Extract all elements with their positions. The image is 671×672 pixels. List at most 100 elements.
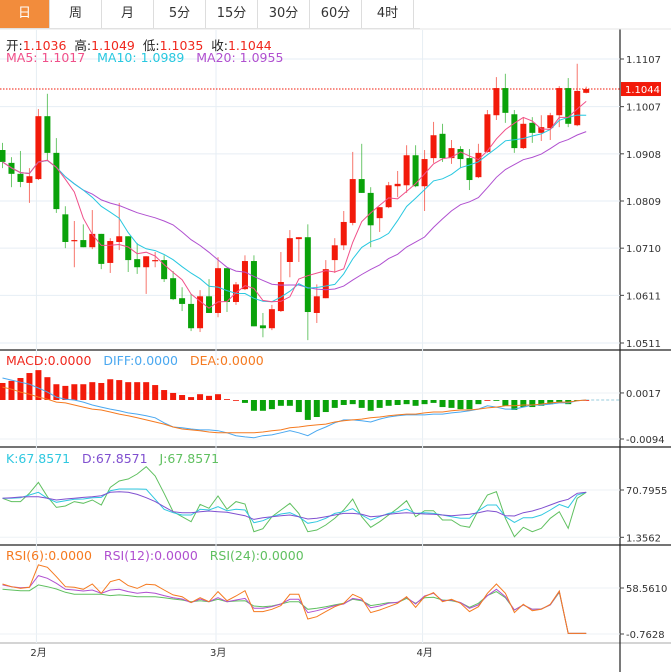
macd-bar xyxy=(170,392,177,400)
rsi12-value: RSI(12):0.0000 xyxy=(103,548,198,563)
macd-bar xyxy=(313,400,320,418)
macd-bar xyxy=(439,400,446,408)
macd-bar xyxy=(179,395,186,400)
candle-body xyxy=(0,150,6,162)
macd-bar xyxy=(358,400,365,408)
candle-body xyxy=(556,88,563,116)
macd-bar xyxy=(511,400,518,410)
macd-bar xyxy=(26,373,33,400)
candle-body xyxy=(475,152,482,178)
candle-body xyxy=(197,296,204,329)
open-value: 1.1036 xyxy=(22,38,67,53)
candle-body xyxy=(457,149,464,160)
candle-body xyxy=(367,192,374,226)
tab-month[interactable]: 月 xyxy=(102,0,154,28)
candle-body xyxy=(71,240,78,242)
rsi6-value: RSI(6):0.0000 xyxy=(6,548,92,563)
low-value: 1.1035 xyxy=(159,38,204,53)
candle-body xyxy=(358,179,365,193)
candle-body xyxy=(259,325,266,329)
macd-bar xyxy=(502,400,509,406)
price-tick-label: 1.1107 xyxy=(626,55,661,66)
candle-body xyxy=(547,115,554,129)
macd-bar xyxy=(241,400,248,403)
tab-day[interactable]: 日 xyxy=(0,0,50,28)
candle-body xyxy=(89,233,96,248)
macd-value: MACD:0.0000 xyxy=(6,353,92,368)
macd-tick-label: -0.0094 xyxy=(626,435,665,446)
macd-bar xyxy=(448,400,455,408)
candle-body xyxy=(439,133,446,159)
macd-tick-label: 0.0017 xyxy=(626,389,661,400)
candle-body xyxy=(152,260,159,262)
macd-bar xyxy=(457,400,464,410)
ohlc-info: 开:1.1036 高:1.1049 低:1.1035 收:1.1044 xyxy=(6,35,272,54)
tab-60min[interactable]: 60分 xyxy=(310,0,362,28)
candle-body xyxy=(565,88,572,124)
tab-15min[interactable]: 15分 xyxy=(206,0,258,28)
macd-bar xyxy=(0,382,6,400)
candle-body xyxy=(134,259,141,268)
macd-bar xyxy=(80,384,87,400)
close-label: 收: xyxy=(211,38,228,53)
kdj-tick-label: 1.3562 xyxy=(626,533,661,544)
candle-body xyxy=(143,256,150,268)
d-value: D:67.8571 xyxy=(82,451,148,466)
macd-bar xyxy=(394,400,401,405)
macd-bar xyxy=(206,395,213,400)
candle-body xyxy=(161,260,168,280)
ma10-line xyxy=(2,114,587,303)
tab-4hour[interactable]: 4时 xyxy=(362,0,414,28)
macd-info: MACD:0.0000 DIFF:0.0000 DEA:0.0000 xyxy=(6,353,264,368)
diff-value: DIFF:0.0000 xyxy=(103,353,179,368)
candle-body xyxy=(17,173,24,182)
ma20-value: MA20: 1.0955 xyxy=(196,50,284,65)
macd-bar xyxy=(161,390,168,400)
price-tick-label: 1.0710 xyxy=(626,244,661,255)
macd-bar xyxy=(197,394,204,400)
candle-body xyxy=(268,309,275,329)
macd-bar xyxy=(89,382,96,400)
candle-body xyxy=(322,269,329,299)
tab-5min[interactable]: 5分 xyxy=(154,0,206,28)
macd-bar xyxy=(107,379,114,400)
macd-bar xyxy=(367,400,374,411)
macd-bar xyxy=(349,400,356,405)
candle-body xyxy=(484,114,491,152)
candle-body xyxy=(295,237,302,240)
candle-body xyxy=(35,116,42,180)
macd-bar xyxy=(529,400,536,408)
tab-30min[interactable]: 30分 xyxy=(258,0,310,28)
macd-bar xyxy=(35,370,42,400)
kdj-info: K:67.8571 D:67.8571 J:67.8571 xyxy=(6,451,219,466)
macd-bar xyxy=(188,397,195,400)
macd-bar xyxy=(152,385,159,400)
candle-body xyxy=(179,298,186,304)
macd-bar xyxy=(322,400,329,413)
macd-bar xyxy=(466,400,473,410)
rsi24-value: RSI(24):0.0000 xyxy=(209,548,304,563)
candle-body xyxy=(125,236,132,261)
macd-bar xyxy=(98,382,105,400)
macd-bar xyxy=(116,380,123,400)
candle-body xyxy=(385,185,392,208)
dea-line xyxy=(2,386,587,434)
rsi-tick-label: -0.7628 xyxy=(626,630,665,641)
macd-bar xyxy=(44,377,51,400)
rsi6-line xyxy=(2,564,587,634)
price-tick-label: 1.0908 xyxy=(626,150,661,161)
tab-week[interactable]: 周 xyxy=(50,0,102,28)
candle-body xyxy=(412,155,419,187)
macd-bar xyxy=(421,400,428,405)
ma5-line xyxy=(2,101,587,309)
macd-bar xyxy=(412,400,419,406)
ma5-value: MA5: 1.1017 xyxy=(6,50,86,65)
macd-bar xyxy=(71,384,78,400)
macd-bar xyxy=(385,400,392,406)
period-tabs: 日 周 月 5分 15分 30分 60分 4时 xyxy=(0,0,420,29)
macd-bar xyxy=(259,400,266,411)
macd-bar xyxy=(493,400,500,401)
candle-body xyxy=(206,296,213,313)
macd-bar xyxy=(295,400,302,413)
